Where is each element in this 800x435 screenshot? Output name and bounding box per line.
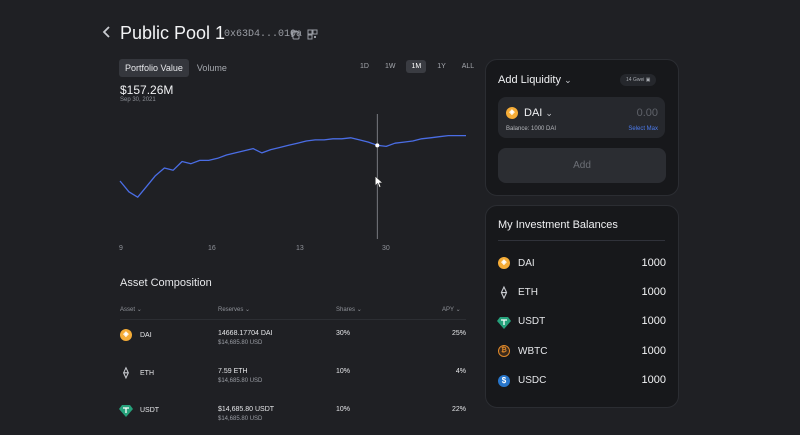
chevron-down-icon: ⌄ xyxy=(245,307,251,313)
chevron-down-icon: ⌄ xyxy=(356,307,362,313)
range-1y[interactable]: 1Y xyxy=(437,63,446,70)
column-header-reserves[interactable]: Reserves ⌄ xyxy=(218,307,251,313)
usdc-icon: $ xyxy=(498,375,510,387)
portfolio-line-chart[interactable] xyxy=(110,104,472,260)
gas-pump-icon: ▣ xyxy=(645,77,651,83)
share-value: 10% xyxy=(336,406,351,413)
back-button[interactable] xyxy=(101,24,117,44)
column-header-apy[interactable]: APY ⌄ xyxy=(442,307,461,313)
x-tick-label: 13 xyxy=(296,245,304,252)
balance-value: 1000 xyxy=(641,315,666,327)
usdt-icon xyxy=(119,404,133,422)
eth-icon: ⟠ xyxy=(501,285,507,299)
add-button[interactable]: Add xyxy=(498,148,666,183)
reserve-usd: $14,685.80 USD xyxy=(218,340,263,346)
investment-balances-card xyxy=(485,205,679,408)
range-1m[interactable]: 1M xyxy=(406,60,427,73)
balance-token: DAI xyxy=(518,258,535,269)
pointer-cursor-icon xyxy=(375,175,384,188)
balance-token: ETH xyxy=(518,287,538,298)
amount-input[interactable]: 0.00 xyxy=(636,107,658,119)
apy-value: 25% xyxy=(451,330,466,337)
x-tick-label: 9 xyxy=(119,245,123,252)
balance-value: 1000 xyxy=(641,286,666,298)
portfolio-date: Sep 30, 2021 xyxy=(120,97,156,103)
chart-series-line xyxy=(119,134,466,198)
chevron-left-icon xyxy=(102,26,110,38)
x-tick-label: 30 xyxy=(382,245,390,252)
share-value: 10% xyxy=(336,368,351,375)
dai-icon: ◈ xyxy=(498,257,510,269)
eth-icon: ⟠ xyxy=(123,367,129,379)
wbtc-icon: ₿ xyxy=(498,345,510,357)
asset-name: ETH xyxy=(140,370,154,377)
add-liquidity-dropdown[interactable]: Add Liquidity ⌄ xyxy=(498,74,572,86)
asset-name: DAI xyxy=(140,332,152,339)
liquidity-input[interactable] xyxy=(498,97,665,138)
balance-token: USDT xyxy=(518,316,546,327)
balance-value: 1000 xyxy=(641,345,666,357)
reserve-amount: 14668.17704 DAI xyxy=(218,330,273,337)
balance-token: WBTC xyxy=(518,346,548,357)
dai-icon: ◈ xyxy=(120,329,132,341)
divider xyxy=(498,240,665,241)
x-tick-label: 16 xyxy=(208,245,216,252)
tab-portfolio-value[interactable]: Portfolio Value xyxy=(119,59,189,77)
column-header-asset[interactable]: Asset ⌄ xyxy=(120,307,142,313)
section-title: Asset Composition xyxy=(120,277,212,289)
chevron-down-icon: ⌄ xyxy=(455,307,461,313)
reserve-usd: $14,685.80 USD xyxy=(218,378,263,384)
usdt-icon xyxy=(497,316,511,334)
select-max-link[interactable]: Select Max xyxy=(628,126,658,132)
apy-value: 22% xyxy=(451,406,466,413)
hover-point xyxy=(375,143,380,148)
divider xyxy=(120,319,466,320)
gas-price-badge: 14 Gwei ▣ xyxy=(620,74,657,86)
qr-code-icon[interactable] xyxy=(307,27,319,40)
balance-token: USDC xyxy=(518,375,547,386)
token-selector[interactable]: DAI ⌄ xyxy=(524,107,553,119)
chevron-down-icon: ⌄ xyxy=(545,108,553,118)
chevron-down-icon: ⌄ xyxy=(136,307,142,313)
column-header-shares[interactable]: Shares ⌄ xyxy=(336,307,362,313)
section-title: My Investment Balances xyxy=(498,219,618,231)
range-all[interactable]: ALL xyxy=(461,63,475,70)
chevron-down-icon: ⌄ xyxy=(564,75,572,85)
balance-label: Balance: 1000 DAI xyxy=(506,126,557,132)
balance-value: 1000 xyxy=(641,374,666,386)
range-1d[interactable]: 1D xyxy=(360,63,369,70)
copy-icon[interactable] xyxy=(290,27,302,40)
dai-icon: ◈ xyxy=(506,107,518,119)
share-value: 30% xyxy=(336,330,351,337)
reserve-amount: $14,685.80 USDT xyxy=(218,406,275,413)
page-title: Public Pool 1 xyxy=(120,23,226,43)
chart-tabs: Portfolio Value Volume xyxy=(119,59,233,77)
range-1w[interactable]: 1W xyxy=(384,63,396,70)
asset-name: USDT xyxy=(140,407,160,414)
portfolio-value: $157.26M xyxy=(120,83,174,97)
tab-volume[interactable]: Volume xyxy=(196,63,227,73)
reserve-usd: $14,685.80 USD xyxy=(218,416,263,422)
pool-address: 0x63D4...010a xyxy=(224,29,303,40)
balance-value: 1000 xyxy=(641,257,666,269)
apy-value: 4% xyxy=(455,368,466,375)
reserve-amount: 7.59 ETH xyxy=(218,368,248,375)
range-selector: 1D 1W 1M 1Y ALL xyxy=(355,60,479,73)
